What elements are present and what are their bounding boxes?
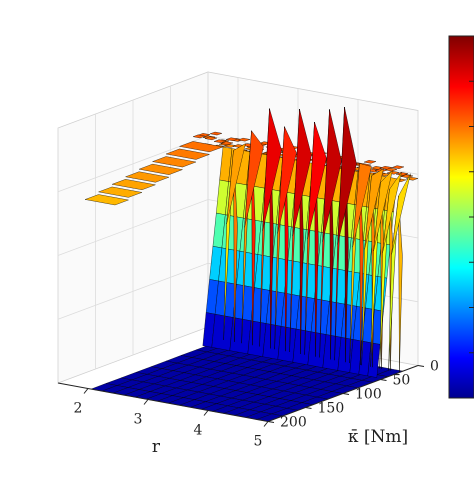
plateau-cell	[213, 139, 227, 143]
spike-right-face	[398, 195, 403, 373]
r-tick-label: 2	[74, 401, 83, 417]
drop-face	[229, 317, 252, 355]
kappa-tick-label: 50	[393, 373, 411, 389]
plateau-cell	[138, 163, 184, 175]
spike-back-face	[364, 168, 384, 250]
drop-face	[239, 217, 262, 255]
r-axis-ticks: 2 3 4 5	[57, 382, 269, 450]
kappa-axis-ticks: 0 50 100 150 200	[267, 359, 439, 431]
kappa-tick-label: 0	[430, 359, 439, 375]
plateau-cell	[379, 166, 393, 170]
spike-back-face	[382, 171, 402, 253]
plateau-cell	[192, 134, 206, 139]
kappa-tick	[380, 379, 387, 381]
plateau-cell	[124, 171, 170, 183]
spike-back-face	[352, 163, 372, 248]
r-axis-line	[57, 382, 269, 422]
plateau-cell	[237, 137, 251, 142]
spike-back-face	[322, 109, 342, 242]
plateau-cell	[97, 186, 143, 198]
kappa-tick	[305, 407, 312, 409]
spike-back-face	[337, 107, 357, 245]
plateau-cell	[165, 148, 211, 160]
kappa-tick-label: 100	[355, 387, 382, 403]
plateau-cell	[363, 160, 377, 164]
plateau-cell	[204, 136, 218, 141]
r-axis-label: r	[152, 437, 161, 457]
spike-back-face	[391, 173, 411, 255]
kappa-axis-label: κ̄ [Nm]	[348, 427, 408, 447]
spike-right-face	[233, 150, 238, 342]
r-tick	[203, 410, 209, 416]
plateau-cell	[220, 141, 234, 145]
r-tick	[143, 399, 149, 405]
plateau-cell	[395, 172, 409, 176]
spike-back-face	[277, 126, 297, 234]
r-tick-label: 3	[134, 412, 143, 428]
spike-back-face	[226, 143, 246, 225]
kappa-tick-label: 200	[280, 415, 307, 431]
drop-face	[221, 214, 244, 252]
kappa-tick	[417, 365, 425, 367]
spike-back-face	[292, 108, 312, 237]
r-tick	[83, 388, 89, 394]
plateau-cell	[84, 194, 130, 206]
r-tick	[263, 421, 269, 427]
r-tick-label: 5	[254, 434, 263, 450]
plateau-cell	[391, 165, 405, 169]
colorbar	[448, 35, 474, 399]
spike-back-face	[373, 169, 393, 252]
r-tick-label: 4	[194, 423, 203, 439]
plateau-cell	[178, 141, 224, 153]
spike-back-face	[307, 121, 327, 239]
kappa-tick	[342, 393, 350, 395]
kappa-tick	[267, 421, 275, 423]
drop-face	[211, 313, 234, 351]
plateau-cell	[111, 179, 157, 190]
spike-back-face	[262, 108, 282, 231]
plateau-cell	[225, 137, 239, 141]
kappa-tick-label: 150	[318, 401, 345, 417]
spike-back-face	[244, 130, 264, 228]
surface-mesh	[84, 107, 419, 422]
plateau-cell	[151, 156, 197, 168]
kappa-axis-line	[267, 365, 419, 422]
plateau-cell	[209, 131, 223, 136]
